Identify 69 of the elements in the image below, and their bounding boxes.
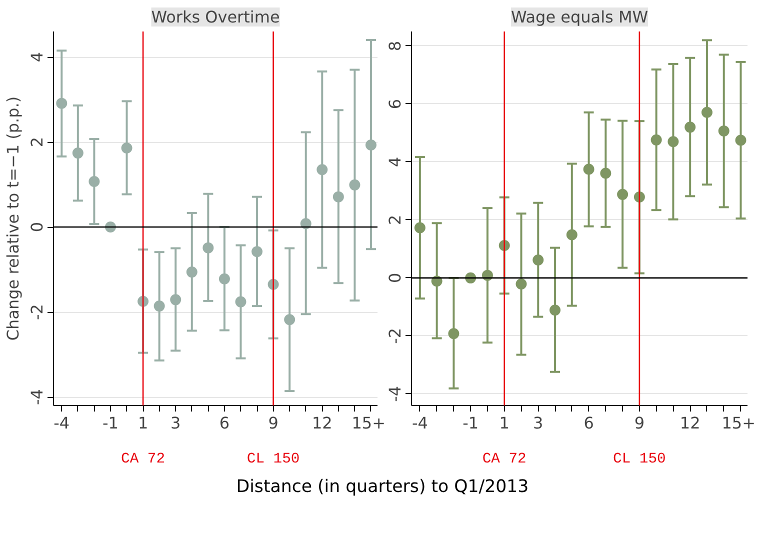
x-tick-label: -1: [462, 414, 479, 432]
point: [300, 218, 312, 230]
point: [516, 278, 527, 290]
point: [735, 134, 746, 146]
x-tick-label: 9: [634, 414, 645, 432]
x-tick-label: 12: [312, 414, 332, 432]
point: [600, 168, 612, 179]
x-tick-label: 12: [680, 414, 700, 432]
point: [550, 304, 561, 316]
point: [532, 254, 544, 266]
x-tick-label: 9: [268, 414, 278, 432]
y-tick-label: 0: [386, 272, 404, 284]
ref-line-label: CL 150: [246, 452, 300, 468]
point: [170, 294, 182, 306]
x-tick-label: 3: [170, 414, 181, 432]
point: [154, 300, 165, 312]
chart-title: Wage equals MW: [510, 8, 648, 26]
y-tick-label: 4: [386, 156, 404, 168]
point: [414, 222, 426, 234]
chart-title: Works Overtime: [151, 8, 280, 26]
y-tick-label: 0: [28, 222, 46, 232]
x-axis-title: Distance (in quarters) to Q1/2013: [236, 476, 529, 499]
point: [72, 148, 84, 159]
y-tick-label: -4: [28, 389, 46, 405]
x-tick-label: 1: [499, 414, 510, 432]
point: [448, 328, 460, 340]
x-tick-label: 3: [533, 414, 544, 432]
point: [121, 142, 132, 154]
point: [431, 276, 442, 287]
x-tick-label: 6: [584, 414, 594, 432]
x-tick-label: -1: [102, 414, 118, 432]
point: [566, 229, 578, 240]
point: [718, 125, 730, 136]
point: [284, 314, 296, 326]
y-tick-label: 2: [28, 136, 46, 148]
x-tick-label: 1: [138, 414, 148, 432]
x-tick-label: 15+: [352, 414, 386, 432]
point: [349, 179, 360, 190]
point: [252, 246, 263, 258]
x-tick-label: -4: [412, 414, 428, 432]
x-tick-label: 15+: [722, 414, 756, 432]
y-tick-label: -2: [386, 328, 404, 344]
point: [617, 188, 628, 200]
y-tick-label: -4: [386, 386, 404, 402]
y-tick-label: 2: [386, 214, 404, 226]
ref-line-label: CL 150: [613, 452, 666, 468]
point: [202, 242, 214, 254]
point: [316, 164, 328, 176]
point: [365, 139, 376, 150]
y-tick-label: 4: [28, 52, 46, 62]
point: [56, 98, 68, 109]
x-tick-label: 6: [219, 414, 230, 432]
point: [186, 266, 198, 278]
y-tick-label: -2: [28, 304, 46, 320]
x-tick-label: -4: [54, 414, 70, 432]
point: [218, 273, 230, 284]
point: [332, 191, 344, 202]
point: [235, 296, 246, 308]
point: [88, 176, 100, 188]
y-tick-label: 6: [386, 98, 404, 110]
point: [684, 122, 696, 133]
ref-line-label: CA 72: [482, 452, 526, 468]
ref-line-label: CA 72: [121, 452, 166, 468]
point: [650, 134, 662, 146]
y-tick-label: 8: [386, 40, 404, 52]
point: [668, 136, 679, 148]
point: [583, 164, 594, 175]
point: [701, 106, 712, 118]
y-axis-title: Change relative to t=−1 (p.p.): [4, 96, 22, 341]
